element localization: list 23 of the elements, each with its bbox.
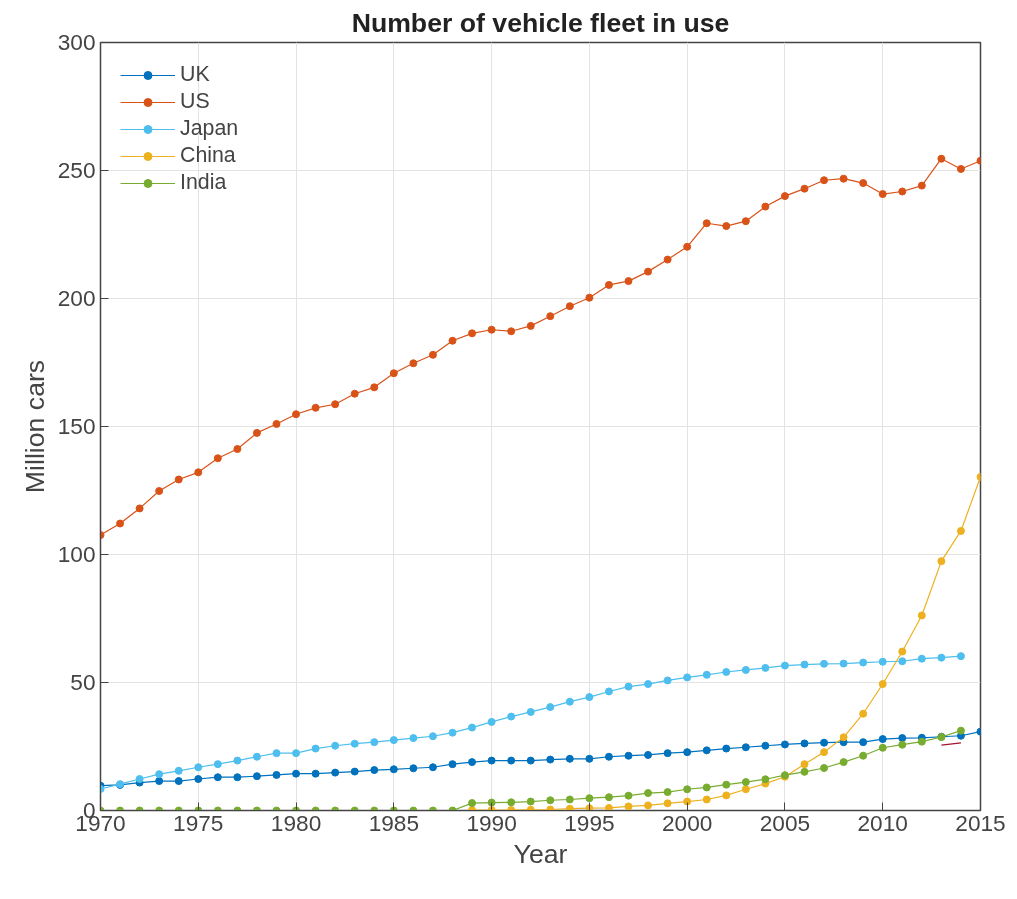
y-tick-label: 250 [57, 157, 96, 183]
y-tick-label: 100 [57, 541, 96, 567]
y-tick-label: 200 [57, 285, 96, 311]
x-tick-label: 1980 [270, 809, 322, 836]
legend-label: India [180, 170, 227, 195]
legend-label: Japan [180, 116, 239, 141]
x-tick-label: 2000 [661, 809, 713, 836]
x-tick-label: 1990 [466, 809, 517, 836]
x-tick-label: 1995 [564, 809, 615, 836]
legend-label: US [180, 89, 210, 114]
legend-label: UK [180, 62, 210, 87]
y-tick-label: 150 [57, 413, 96, 439]
x-tick-label: 2010 [857, 809, 908, 836]
x-axis-title: Year [513, 838, 568, 869]
x-tick-label: 2005 [759, 809, 811, 836]
y-axis-title: Million cars [19, 359, 50, 494]
x-tick-label: 2015 [955, 809, 1006, 836]
x-tick-label: 1985 [368, 809, 420, 836]
x-tick-label: 1975 [173, 809, 224, 836]
y-tick-label: 50 [70, 669, 96, 695]
y-tick-label: 300 [57, 29, 96, 55]
legend-label: China [180, 143, 236, 168]
chart-title: Number of vehicle fleet in use [351, 7, 730, 38]
